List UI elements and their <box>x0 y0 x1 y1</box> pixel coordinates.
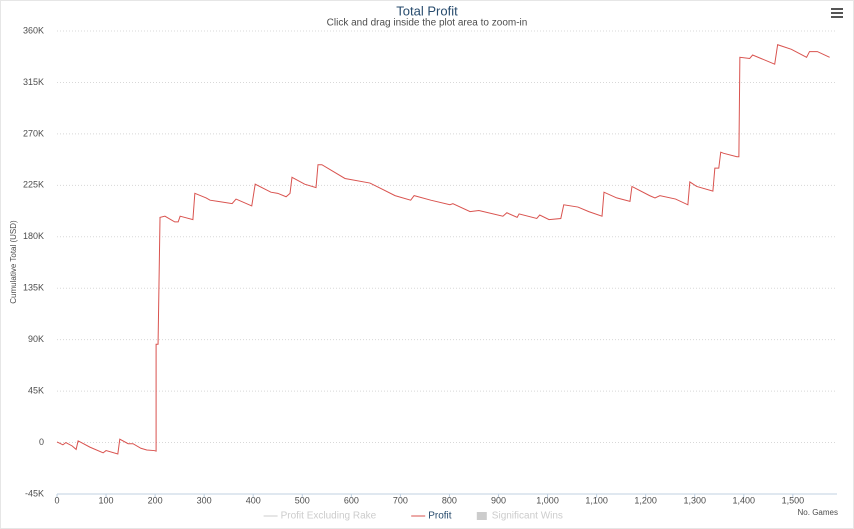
x-tick-label: 200 <box>148 495 163 505</box>
x-tick-label: 300 <box>197 495 212 505</box>
legend-symbol[interactable] <box>476 512 487 520</box>
x-tick-label: 1,500 <box>782 495 805 505</box>
x-tick-label: 1,400 <box>733 495 756 505</box>
chart-title: Total Profit <box>396 3 458 18</box>
menu-button[interactable] <box>828 5 845 21</box>
profit-line <box>56 44 830 455</box>
y-tick-label: 45K <box>28 385 44 395</box>
legend-item[interactable]: Profit Excluding Rake <box>281 511 377 522</box>
x-tick-label: 0 <box>54 495 59 505</box>
x-tick-label: 500 <box>295 495 310 505</box>
y-tick-label: 0 <box>39 437 44 447</box>
x-axis-title: No. Games <box>798 508 838 517</box>
x-tick-label: 400 <box>246 495 261 505</box>
y-tick-label: 90K <box>28 334 44 344</box>
y-tick-label: 315K <box>23 77 44 87</box>
x-tick-label: 800 <box>442 495 457 505</box>
y-tick-label: 270K <box>23 128 44 138</box>
x-tick-label: 1,300 <box>683 495 706 505</box>
x-tick-label: 1,100 <box>585 495 608 505</box>
legend-item[interactable]: Profit <box>428 511 452 522</box>
y-axis-title: Cumulative Total (USD) <box>9 220 18 304</box>
y-tick-label: 225K <box>23 180 44 190</box>
y-tick-label: 135K <box>23 283 44 293</box>
y-tick-label: 360K <box>23 25 44 35</box>
y-tick-label: -45K <box>25 488 44 498</box>
chart-subtitle: Click and drag inside the plot area to z… <box>327 18 528 29</box>
x-tick-label: 900 <box>491 495 506 505</box>
legend-item[interactable]: Significant Wins <box>492 511 563 522</box>
x-tick-label: 1,200 <box>634 495 657 505</box>
x-tick-label: 100 <box>99 495 114 505</box>
x-tick-label: 1,000 <box>536 495 559 505</box>
x-tick-label: 600 <box>344 495 359 505</box>
x-tick-label: 700 <box>393 495 408 505</box>
y-tick-label: 180K <box>23 231 44 241</box>
